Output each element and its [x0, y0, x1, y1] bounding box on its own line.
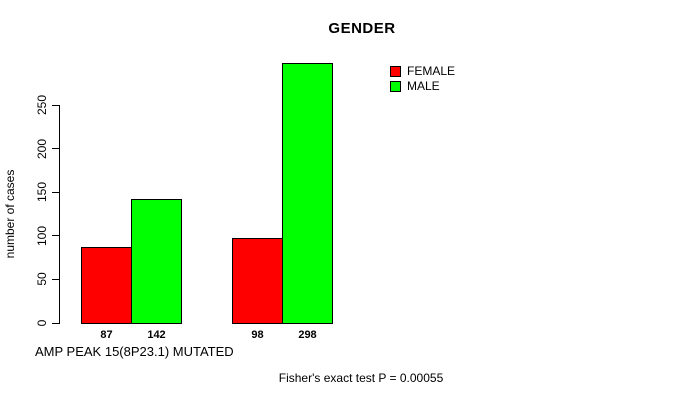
y-tick-mark — [52, 191, 59, 193]
y-axis-line — [59, 105, 60, 324]
y-tick-label: 150 — [35, 182, 49, 203]
bar-value-label: 142 — [147, 329, 166, 341]
bar-male-group1 — [131, 199, 182, 324]
legend-swatch-icon — [390, 66, 401, 77]
chart-title: GENDER — [328, 20, 396, 37]
y-tick-label: 0 — [35, 319, 49, 327]
legend-label: FEMALE — [407, 64, 456, 78]
x-axis-group-label: AMP PEAK 15(8P23.1) MUTATED — [35, 344, 234, 359]
y-tick-mark — [52, 322, 59, 324]
stat-annotation: Fisher's exact test P = 0.00055 — [278, 371, 444, 385]
bar-value-label: 87 — [100, 329, 113, 341]
y-tick-label: 100 — [35, 225, 49, 246]
bar-female-group1 — [81, 247, 132, 324]
bar-value-label: 98 — [251, 329, 264, 341]
y-tick-mark — [52, 235, 59, 237]
bar-female-group2 — [232, 237, 283, 324]
legend-label: MALE — [407, 79, 440, 93]
y-tick-mark — [52, 148, 59, 150]
y-tick-label: 250 — [35, 94, 49, 116]
legend-item: FEMALE — [390, 64, 456, 78]
y-tick-mark — [52, 278, 59, 280]
bar-male-group2 — [282, 63, 333, 324]
bar-value-label: 298 — [298, 329, 317, 341]
legend-swatch-icon — [390, 81, 401, 92]
legend: FEMALE MALE — [390, 64, 456, 96]
y-axis-label: number of cases — [3, 169, 17, 259]
legend-item: MALE — [390, 79, 455, 93]
y-tick-mark — [52, 104, 59, 106]
y-tick-label: 200 — [35, 138, 49, 159]
y-tick-label: 50 — [35, 272, 49, 287]
